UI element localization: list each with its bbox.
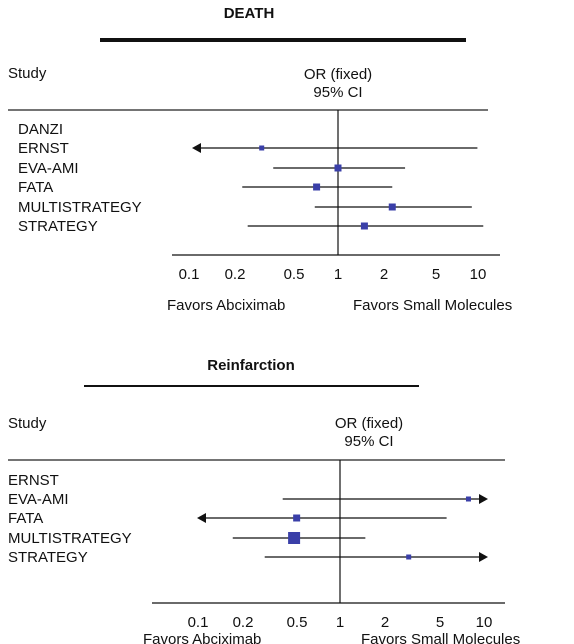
death-tick-label: 0.1 [179, 266, 200, 283]
reinfarction-left-arrow [197, 513, 206, 523]
death-or-marker [334, 164, 342, 172]
death-panel: DEATH Study OR (fixed) 95% CI DANZI ERNS… [8, 5, 512, 314]
reinfarction-tick-label: 0.1 [188, 614, 209, 631]
reinfarction-tick-label: 1 [336, 614, 344, 631]
reinfarction-left-favor: Favors Abciximab [143, 631, 261, 644]
death-study-label: FATA [18, 179, 53, 196]
death-study-label: STRATEGY [18, 218, 98, 235]
death-study-label: ERNST [18, 140, 69, 157]
reinfarction-title: Reinfarction [207, 357, 295, 374]
death-left-arrow [192, 143, 201, 153]
reinfarction-tick-label: 0.5 [287, 614, 308, 631]
reinfarction-right-arrow [479, 552, 488, 562]
reinfarction-study-label: STRATEGY [8, 549, 88, 566]
death-tick-label: 1 [334, 266, 342, 283]
death-study-header: Study [8, 65, 47, 82]
reinfarction-tick-label: 0.2 [233, 614, 254, 631]
reinfarction-tick-label: 2 [381, 614, 389, 631]
reinfarction-or-marker [465, 496, 471, 502]
death-or-marker [313, 183, 321, 191]
reinfarction-or-marker [293, 514, 301, 522]
death-left-favor: Favors Abciximab [167, 297, 285, 314]
reinfarction-study-label: MULTISTRATEGY [8, 530, 132, 547]
reinfarction-or-header: OR (fixed) [335, 415, 403, 432]
death-study-label: DANZI [18, 121, 63, 138]
reinfarction-panel: Reinfarction Study OR (fixed) 95% CI ERN… [8, 357, 520, 644]
reinfarction-study-label: ERNST [8, 472, 59, 489]
death-study-label: EVA-AMI [18, 160, 79, 177]
death-study-label: MULTISTRATEGY [18, 199, 142, 216]
death-tick-label: 0.2 [225, 266, 246, 283]
reinfarction-tick-label: 10 [476, 614, 493, 631]
death-or-marker [388, 203, 396, 211]
death-tick-label: 2 [380, 266, 388, 283]
death-or-marker [360, 222, 368, 230]
reinfarction-or-marker [406, 554, 412, 560]
death-or-header: OR (fixed) [304, 66, 372, 83]
reinfarction-study-header: Study [8, 415, 47, 432]
reinfarction-or-marker [288, 532, 301, 544]
death-tick-label: 0.5 [284, 266, 305, 283]
reinfarction-right-arrow [479, 494, 488, 504]
death-ci-header: 95% CI [313, 84, 362, 101]
death-tick-label: 10 [470, 266, 487, 283]
death-right-favor: Favors Small Molecules [353, 297, 512, 314]
death-title: DEATH [224, 5, 275, 22]
reinfarction-tick-label: 5 [436, 614, 444, 631]
reinfarction-right-favor: Favors Small Molecules [361, 631, 520, 644]
reinfarction-study-label: FATA [8, 510, 43, 527]
reinfarction-marks-group [197, 494, 488, 562]
death-marks-group [192, 143, 484, 230]
death-or-marker [259, 145, 265, 151]
death-tick-label: 5 [432, 266, 440, 283]
reinfarction-study-label: EVA-AMI [8, 491, 69, 508]
reinfarction-ci-header: 95% CI [344, 433, 393, 450]
